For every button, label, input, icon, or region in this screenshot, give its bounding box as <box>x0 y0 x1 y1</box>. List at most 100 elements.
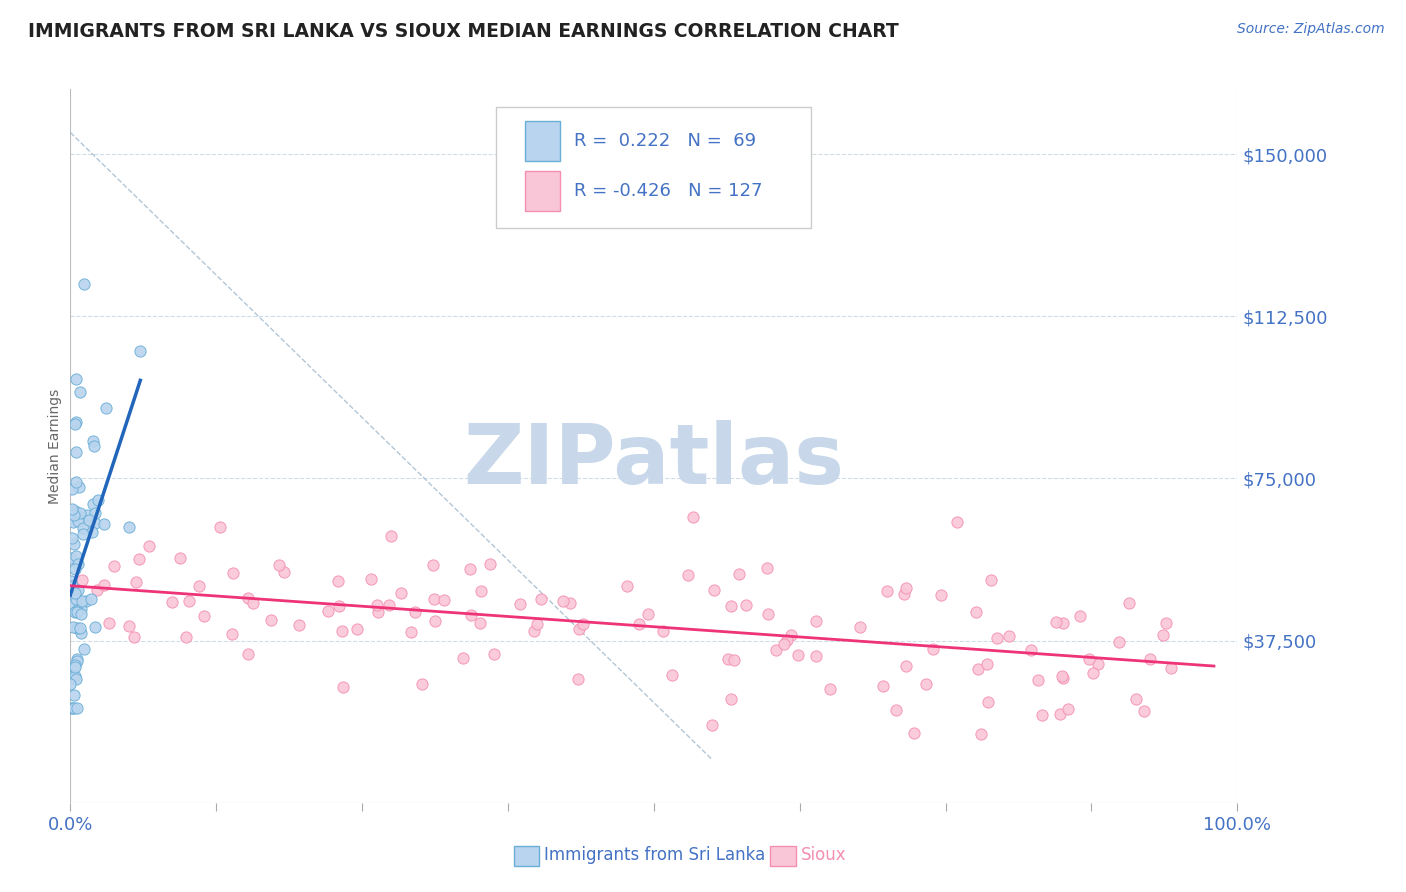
Point <box>969 726 991 740</box>
Point <box>1125 692 1147 706</box>
FancyBboxPatch shape <box>496 107 811 228</box>
Point <box>637 607 659 621</box>
Point <box>328 599 350 613</box>
Point <box>1069 609 1091 624</box>
Point <box>702 718 724 732</box>
Point <box>82 524 104 539</box>
Point <box>77 512 100 526</box>
Point <box>980 574 1002 588</box>
Point <box>65 445 87 459</box>
Point <box>70 574 93 588</box>
Point <box>530 591 553 606</box>
Point <box>66 605 89 619</box>
Point <box>478 558 501 572</box>
Point <box>921 642 943 657</box>
Point <box>63 537 86 551</box>
Text: IMMIGRANTS FROM SRI LANKA VS SIOUX MEDIAN EARNINGS CORRELATION CHART: IMMIGRANTS FROM SRI LANKA VS SIOUX MEDIA… <box>28 22 898 41</box>
Point <box>288 617 311 632</box>
FancyBboxPatch shape <box>513 846 540 865</box>
Point <box>67 480 90 494</box>
Point <box>62 688 84 702</box>
Point <box>93 578 115 592</box>
Point <box>914 677 936 691</box>
Point <box>628 617 651 632</box>
Point <box>567 672 589 686</box>
Point <box>804 614 827 628</box>
Point <box>59 677 82 691</box>
Point <box>967 662 990 676</box>
Point <box>67 558 90 572</box>
Point <box>122 631 145 645</box>
Point <box>703 582 725 597</box>
Point <box>818 682 841 697</box>
Point <box>98 615 121 630</box>
Point <box>63 657 86 672</box>
Point <box>986 632 1008 646</box>
Point <box>76 508 98 522</box>
Point <box>63 700 86 714</box>
Point <box>404 605 426 619</box>
Point <box>1087 657 1109 671</box>
Point <box>59 550 82 565</box>
Point <box>1108 635 1130 649</box>
Point <box>717 651 740 665</box>
Point <box>723 653 745 667</box>
Point <box>720 692 742 706</box>
Point <box>82 497 104 511</box>
Point <box>523 624 546 638</box>
Point <box>765 643 787 657</box>
Point <box>848 620 870 634</box>
Point <box>1156 616 1178 631</box>
Point <box>59 700 82 714</box>
Point <box>929 588 952 602</box>
Point <box>63 669 86 683</box>
Point <box>1056 702 1078 716</box>
Point <box>83 439 105 453</box>
Point <box>82 434 104 449</box>
Point <box>62 620 84 634</box>
Point <box>65 660 87 674</box>
Point <box>411 677 433 691</box>
Point <box>787 648 810 662</box>
Point <box>62 515 84 529</box>
Point <box>780 628 803 642</box>
Point <box>1081 665 1104 680</box>
Point <box>682 509 704 524</box>
Point <box>69 506 91 520</box>
Point <box>125 574 148 589</box>
Point <box>484 647 506 661</box>
Point <box>728 567 751 582</box>
FancyBboxPatch shape <box>526 121 561 161</box>
Point <box>75 594 97 608</box>
Point <box>346 622 368 636</box>
Point <box>66 651 89 665</box>
Text: Source: ZipAtlas.com: Source: ZipAtlas.com <box>1237 22 1385 37</box>
Point <box>169 550 191 565</box>
Point <box>117 619 139 633</box>
Point <box>66 621 89 635</box>
Point <box>59 574 82 588</box>
Point <box>69 602 91 616</box>
Point <box>62 700 84 714</box>
Point <box>222 566 245 580</box>
Point <box>976 657 998 672</box>
Point <box>62 598 84 612</box>
Point <box>66 654 89 668</box>
Text: R = -0.426   N = 127: R = -0.426 N = 127 <box>575 182 763 200</box>
Point <box>568 623 591 637</box>
Point <box>884 703 907 717</box>
Point <box>62 508 84 523</box>
Point <box>73 641 96 656</box>
Point <box>65 415 87 429</box>
Point <box>160 595 183 609</box>
Point <box>73 277 96 291</box>
Point <box>756 560 779 574</box>
Point <box>83 620 105 634</box>
Point <box>998 629 1021 643</box>
Point <box>965 606 987 620</box>
Point <box>65 603 87 617</box>
Point <box>876 584 898 599</box>
Point <box>893 587 915 601</box>
Point <box>66 514 89 528</box>
Point <box>1050 669 1073 683</box>
